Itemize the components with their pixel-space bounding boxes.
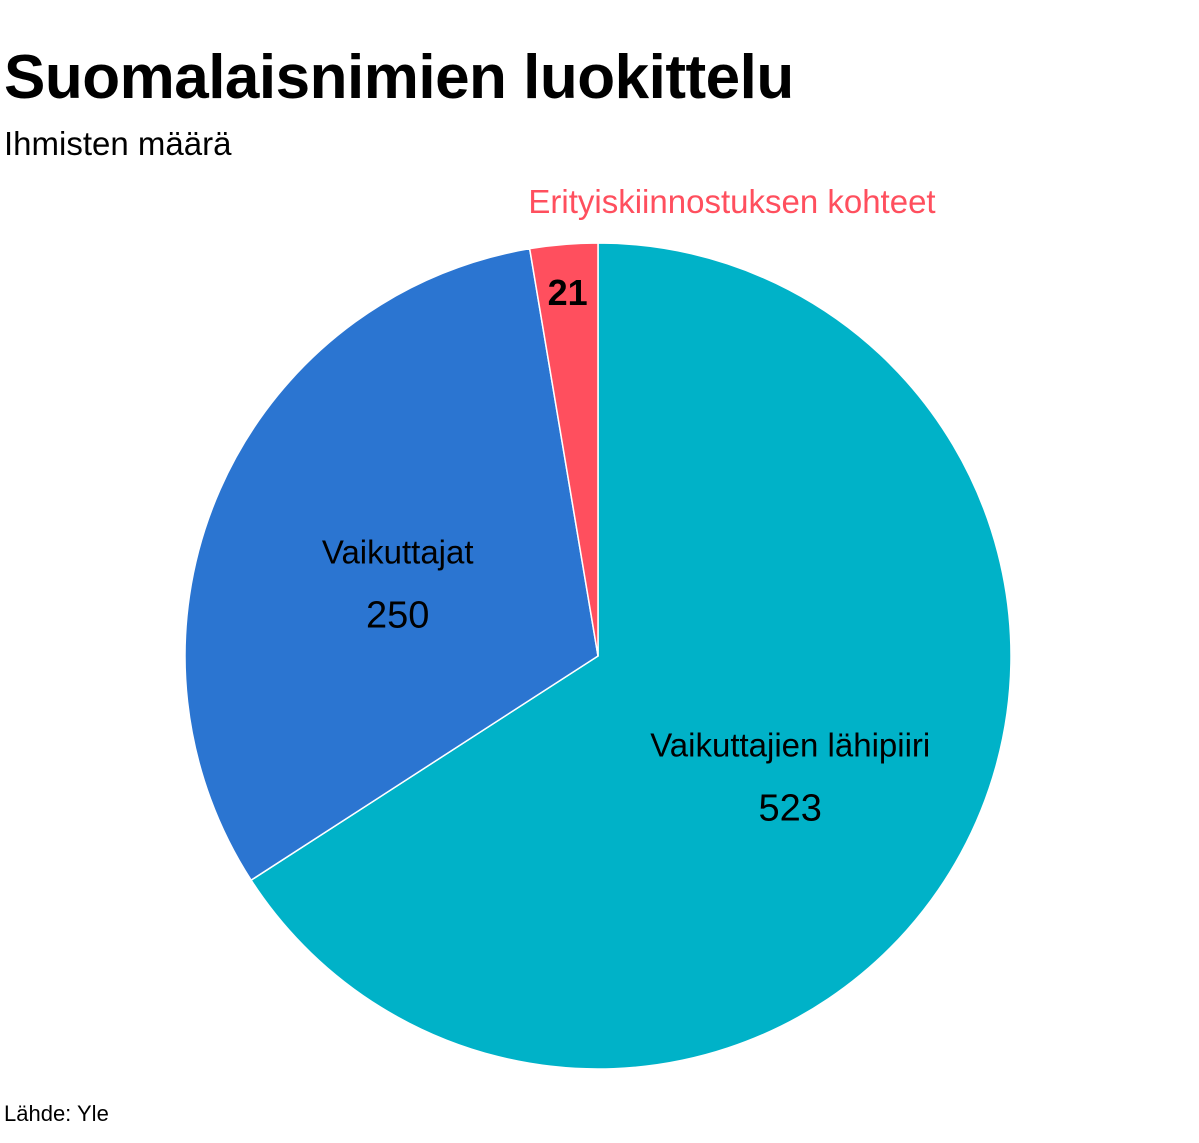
slice-value-vaikuttajien-lahipiiri: 523 <box>759 788 822 830</box>
source-note: Lähde: Yle <box>4 1101 109 1126</box>
slice-label-erityiskiinnostuksen-kohteet: Erityiskiinnostuksen kohteet <box>528 183 935 220</box>
pie-slices <box>184 242 1012 1070</box>
pie-labels: Vaikuttajien lähipiiri 523 Vaikuttajat 250 2… <box>322 183 936 830</box>
slice-value-vaikuttajat: 250 <box>366 595 429 637</box>
slice-label-vaikuttajat: Vaikuttajat <box>322 534 474 571</box>
pie-slice-vaikuttajien-lahipiiri <box>250 242 1012 1070</box>
pie-slice-erityiskiinnostuksen-kohteet <box>528 242 599 657</box>
chart-title: Suomalaisnimien luokittelu <box>4 43 794 112</box>
chart-subtitle: Ihmisten määrä <box>4 125 232 162</box>
slice-label-vaikuttajien-lahipiiri: Vaikuttajien lähipiiri <box>650 727 930 764</box>
pie-slice-vaikuttajat <box>184 247 599 881</box>
slice-value-erityiskiinnostuksen-kohteet: 21 <box>548 272 588 313</box>
